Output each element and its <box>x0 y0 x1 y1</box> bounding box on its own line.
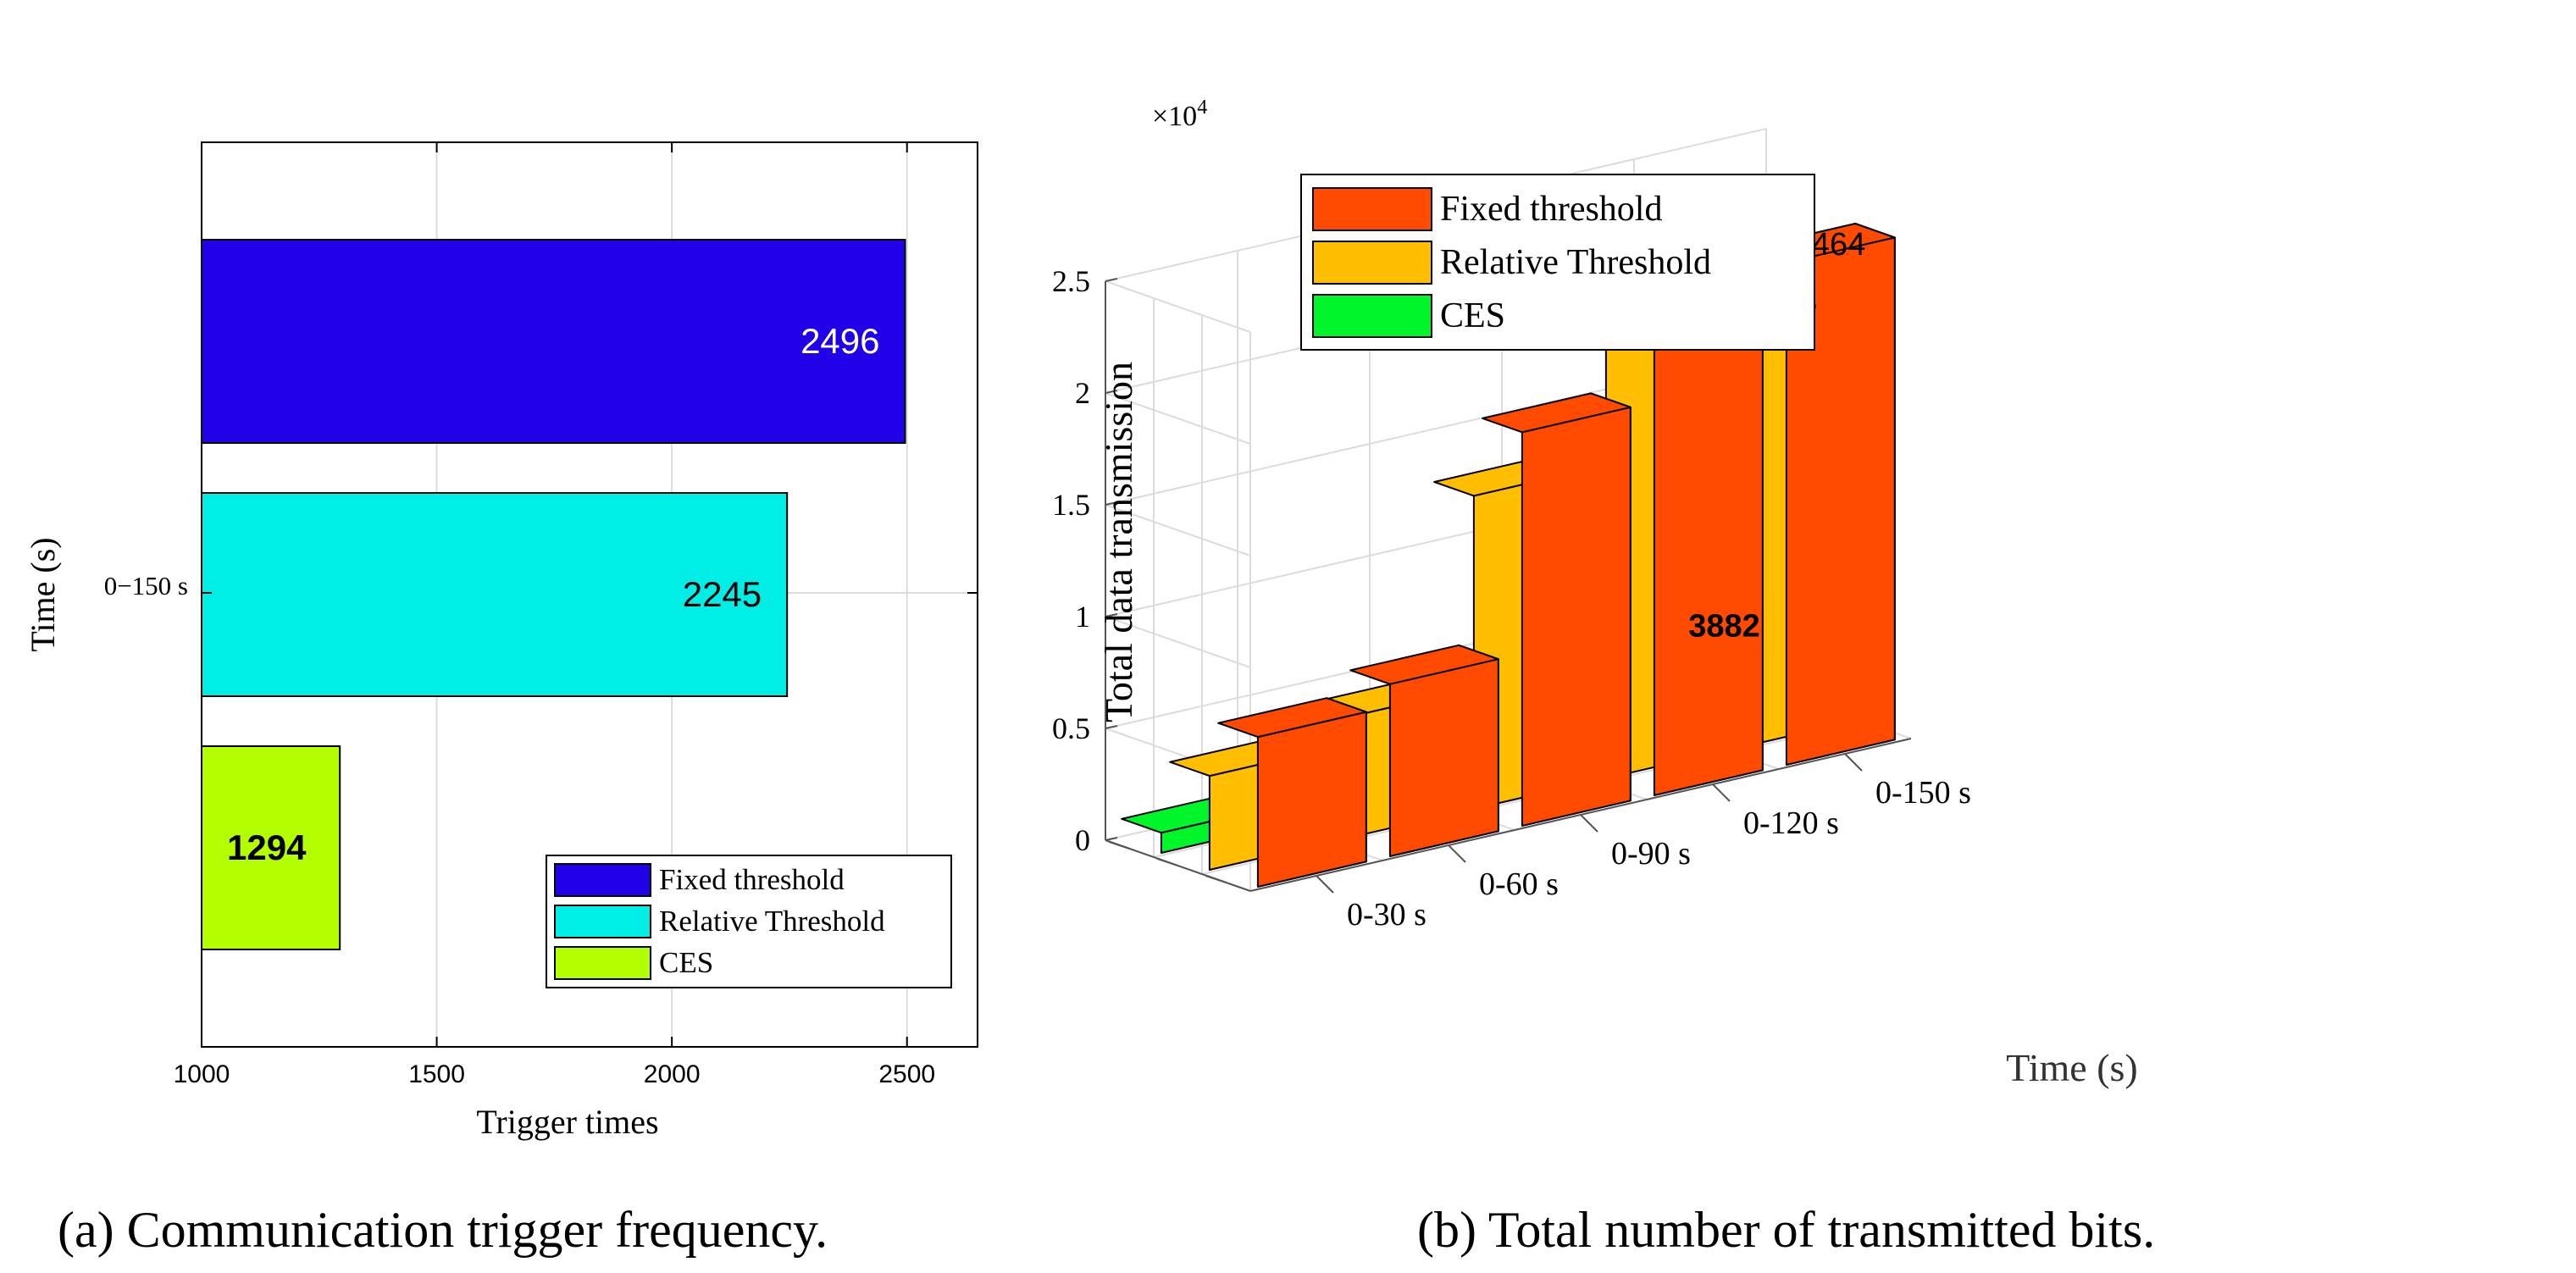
chart-a: 1000 1500 2000 2500 2496 2245 1294 0−150 s Tr… <box>24 141 978 1258</box>
y-tick-mark <box>1205 875 1227 883</box>
grid-line-side-z <box>1105 392 1251 445</box>
bar3d-fixed-threshold-0-60-s <box>1349 644 1499 857</box>
chart-b: 0 0.5 1 1.5 2 2.5 0-30 s 0-60 s 0-90 s 0-120 s 0-1… <box>1052 97 2155 1258</box>
x-tick-mark <box>1580 814 1598 833</box>
x-tick-mark <box>1316 875 1334 894</box>
x-tick-mark <box>1448 844 1466 863</box>
chart-a-legend: Fixed threshold Relative Threshold CES <box>546 855 952 988</box>
legend-swatch-fixed-threshold <box>1312 187 1432 231</box>
bar-fixed-threshold <box>201 239 906 444</box>
legend-swatch-fixed-threshold <box>554 863 651 897</box>
legend-label-relative-threshold: Relative Threshold <box>659 905 885 938</box>
x-tick-label: 1000 <box>174 1060 230 1088</box>
legend-label-ces: CES <box>659 946 713 979</box>
legend-swatch-relative-threshold <box>1312 241 1432 285</box>
bar-relative-threshold <box>201 492 789 697</box>
z-tick-label: 1.5 <box>1052 488 1090 522</box>
chart-a-axes-box <box>201 141 978 1048</box>
bar3d-top-face <box>1482 392 1631 434</box>
bar3d-fixed-threshold-0-30-s <box>1217 697 1367 888</box>
chart-b-ylabel: Total data transmission <box>1097 362 1140 722</box>
z-tick-mark <box>1105 278 1118 282</box>
z-tick-label: 2.5 <box>1052 264 1090 298</box>
bar3d-front-face <box>1521 406 1631 827</box>
x-tick-mark <box>1844 753 1863 772</box>
z-tick-label: 2 <box>1075 376 1090 410</box>
chart-b-multiplier: ×104 <box>1152 97 1207 132</box>
legend-swatch-relative-threshold <box>554 905 651 938</box>
legend-swatch-ces <box>554 946 651 980</box>
chart-b-xlabel: Time (s) <box>2006 1046 2138 1089</box>
legend-label-ces: CES <box>1440 296 1505 335</box>
legend-label-fixed-threshold: Fixed threshold <box>1440 190 1662 229</box>
x-tick-label: 1500 <box>408 1060 465 1088</box>
z-tick-label: 0 <box>1075 823 1090 857</box>
z-tick-mark <box>1105 837 1118 841</box>
chart-a-category-label: 0−150 s <box>104 571 188 601</box>
x-tick-mark <box>1712 783 1731 802</box>
y-tick-mark <box>1109 841 1130 850</box>
x-tick-label: 0-90 s <box>1611 836 1691 872</box>
z-tick-label: 0.5 <box>1052 711 1090 745</box>
chart-b-legend: Fixed threshold Relative Threshold CES <box>1300 174 1815 351</box>
bar3d-front-face <box>1256 711 1367 888</box>
x-tick-label: 2000 <box>644 1060 701 1088</box>
bar3d-fixed-threshold-0-90-s <box>1482 392 1631 827</box>
bar3d-fixed-threshold-0-150-s <box>1746 223 1896 766</box>
chart-a-bar-labels: 2496 2245 1294 <box>227 321 880 867</box>
x-tick-label: 0-60 s <box>1479 866 1559 902</box>
chart-a-ticks: 1000 1500 2000 2500 <box>174 142 978 1088</box>
z-tick-label: 1 <box>1075 600 1090 634</box>
legend-swatch-ces <box>1312 294 1432 338</box>
bar-label-fixed-threshold: 2496 <box>800 321 879 361</box>
grid-line-side-z <box>1105 616 1251 668</box>
chart-a-ylabel: Time (s) <box>24 537 62 651</box>
grid-line-side-z <box>1105 280 1251 333</box>
data-label-ces: 3882 <box>1688 609 1760 645</box>
x-tick-label: 0-30 s <box>1347 897 1426 933</box>
z-tick-mark <box>1105 613 1118 617</box>
bar3d-top-face <box>1349 644 1499 685</box>
bar-label-ces: 1294 <box>227 827 307 867</box>
caption-a: (a) Communication trigger frequency. <box>58 1202 828 1258</box>
z-tick-mark <box>1105 725 1118 729</box>
caption-b: (b) Total number of transmitted bits. <box>1417 1202 2155 1258</box>
bar-label-relative-threshold: 2245 <box>683 574 762 614</box>
x-tick-label: 0-120 s <box>1743 805 1839 841</box>
legend-label-relative-threshold: Relative Threshold <box>1440 243 1711 282</box>
chart-a-bars <box>201 239 906 950</box>
y-tick-mark <box>1157 858 1178 866</box>
grid-line-side-z <box>1105 504 1251 556</box>
chart-a-xlabel: Trigger times <box>476 1103 658 1141</box>
bar3d-front-face <box>1388 658 1499 857</box>
x-tick-label: 0-150 s <box>1875 775 1971 811</box>
z-tick-mark <box>1105 390 1118 394</box>
z-tick-mark <box>1105 501 1118 506</box>
legend-label-fixed-threshold: Fixed threshold <box>659 863 845 896</box>
bar3d-top-face <box>1217 697 1367 739</box>
x-tick-label: 2500 <box>878 1060 935 1088</box>
